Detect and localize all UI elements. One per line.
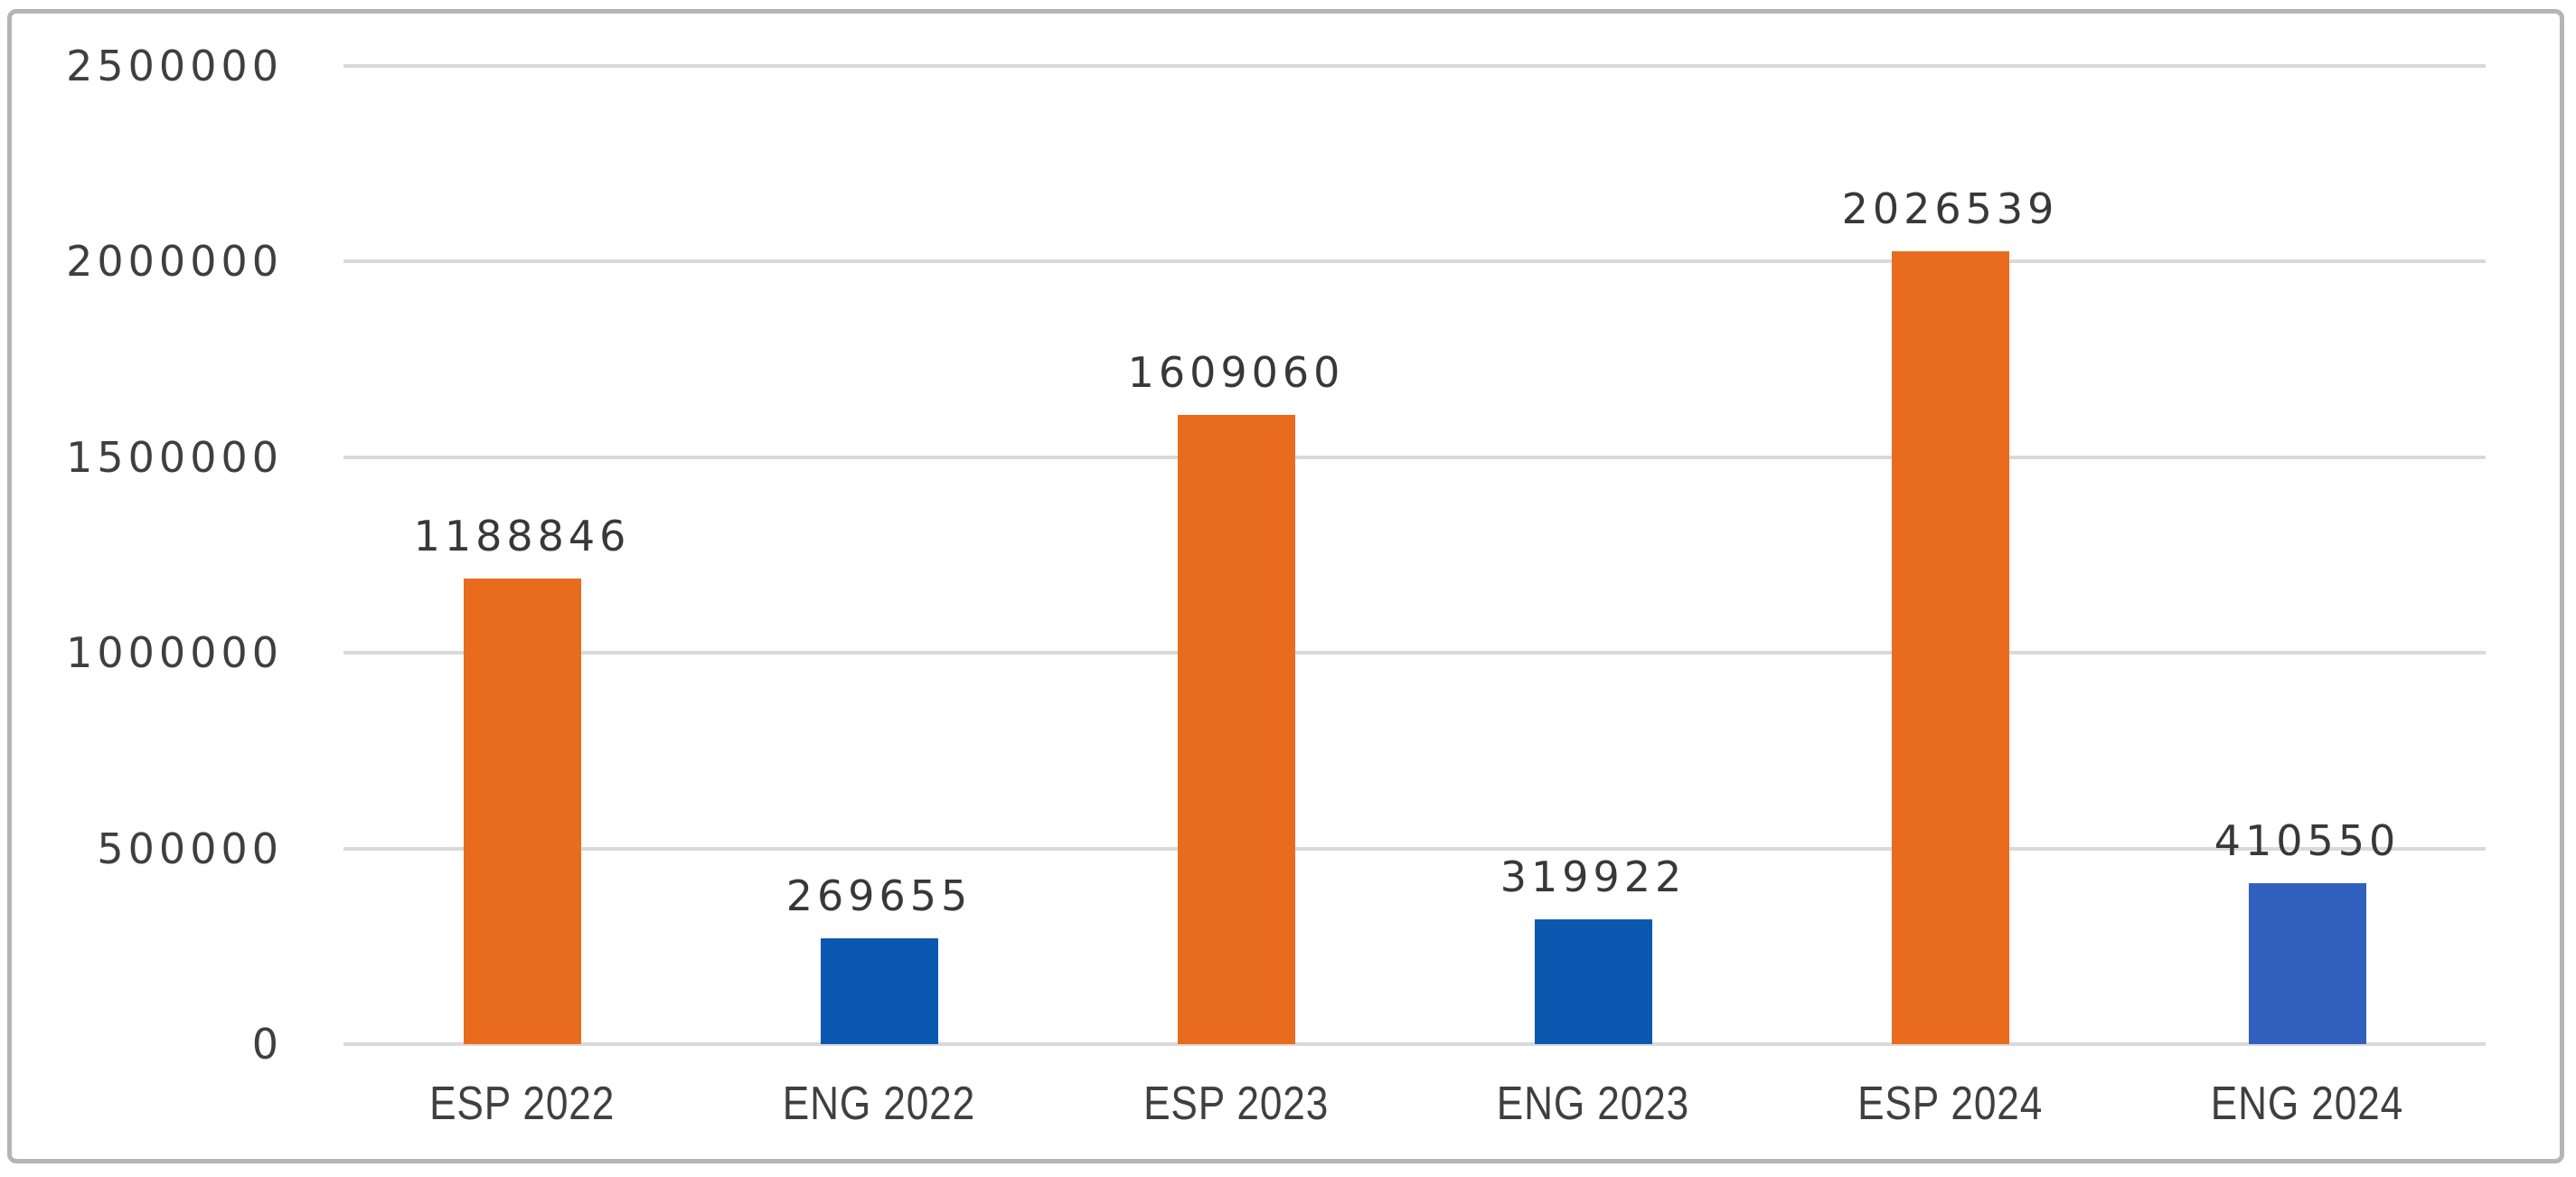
bar-esp-2024 (1891, 251, 2009, 1044)
y-axis-tick-label: 500000 (97, 824, 283, 873)
gridline-2500000 (343, 64, 2486, 68)
y-axis: 2500000 2000000 1500000 1000000 500000 0 (23, 45, 283, 1065)
x-axis-category-label: ENG 2022 (592, 1080, 1166, 1127)
x-axis-category-text: ENG 2023 (1496, 1078, 1690, 1130)
x-axis-category-label: ESP 2024 (1663, 1080, 2237, 1127)
bar-value-label: 1188846 (413, 512, 631, 560)
gridline-2000000 (343, 259, 2486, 264)
bar-column-esp-2024: 2026539 ESP 2024 (1772, 66, 2129, 1127)
gridline-baseline (343, 1042, 2486, 1046)
bar-column-eng-2024: 410550 ENG 2024 (2129, 66, 2486, 1127)
bar-series: 1188846 ESP 2022 269655 ENG 2022 1609060… (343, 66, 2486, 1127)
x-axis-category-label: ENG 2023 (1306, 1080, 1880, 1127)
bar-value-label: 2026539 (1841, 184, 2059, 233)
y-axis-tick-label: 2000000 (66, 237, 283, 287)
gridline-1500000 (343, 455, 2486, 459)
x-axis-category-text: ENG 2022 (782, 1078, 976, 1130)
x-axis-category-label: ENG 2024 (2020, 1080, 2576, 1127)
x-axis-category-text: ENG 2024 (2210, 1078, 2404, 1130)
y-axis-tick-label: 1500000 (66, 432, 283, 482)
x-axis-category-label: ESP 2023 (949, 1080, 1523, 1127)
bar-eng-2023 (1534, 919, 1652, 1044)
bar-value-label: 410550 (2214, 816, 2401, 865)
bar-esp-2022 (463, 579, 581, 1044)
bar-column-eng-2022: 269655 ENG 2022 (700, 66, 1058, 1127)
x-axis-category-text: ESP 2024 (1857, 1078, 2044, 1130)
bar-column-esp-2023: 1609060 ESP 2023 (1058, 66, 1415, 1127)
bar-column-eng-2023: 319922 ENG 2023 (1415, 66, 1772, 1127)
bar-eng-2022 (820, 938, 938, 1044)
y-axis-tick-label: 0 (251, 1020, 283, 1069)
x-axis-category-label: ESP 2022 (235, 1080, 809, 1127)
y-axis-tick-label: 1000000 (66, 628, 283, 678)
bar-value-label: 269655 (785, 871, 973, 920)
bar-value-label: 319922 (1500, 852, 1687, 901)
x-axis-category-text: ESP 2022 (428, 1078, 616, 1130)
plot-area (343, 64, 2486, 1046)
x-axis-category-text: ESP 2023 (1142, 1078, 1330, 1130)
bar-column-esp-2022: 1188846 ESP 2022 (343, 66, 700, 1127)
bar-eng-2024 (2248, 883, 2366, 1044)
gridline-500000 (343, 846, 2486, 851)
bar-value-label: 1609060 (1127, 348, 1345, 397)
y-axis-tick-label: 2500000 (66, 42, 283, 90)
bar-esp-2023 (1177, 415, 1295, 1044)
gridline-1000000 (343, 651, 2486, 655)
